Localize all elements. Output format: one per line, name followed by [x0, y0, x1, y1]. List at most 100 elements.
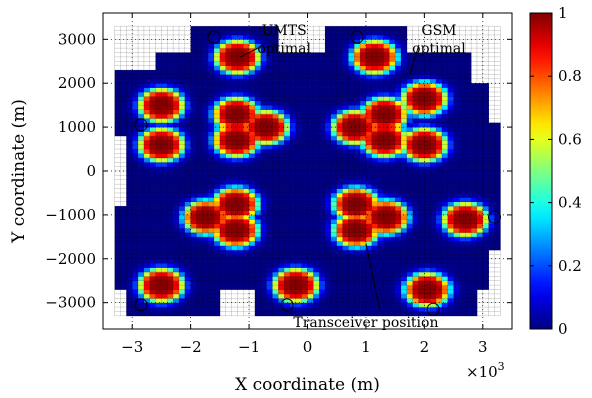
heatmap-cell — [365, 307, 373, 312]
heatmap-cell — [132, 271, 139, 277]
heatmap-cell — [132, 74, 139, 80]
heatmap-cell — [348, 311, 355, 317]
heatmap-cell — [377, 276, 384, 282]
heatmap-cell — [184, 241, 191, 246]
heatmap-cell — [307, 162, 314, 167]
heatmap-cell — [243, 254, 250, 260]
heatmap-cell — [371, 92, 378, 97]
heatmap-cell — [272, 201, 279, 207]
heatmap-cell — [360, 87, 367, 93]
heatmap-cell — [219, 48, 226, 53]
heatmap-cell — [476, 223, 484, 229]
heatmap-cell — [284, 192, 291, 198]
heatmap-cell — [138, 236, 145, 242]
heatmap-cell — [161, 153, 168, 159]
heatmap-cell — [377, 192, 384, 198]
heatmap-cell — [371, 74, 378, 80]
heatmap-cell — [436, 241, 443, 246]
heatmap-cell — [424, 228, 431, 233]
heatmap-cell — [482, 149, 489, 154]
heatmap-cell — [482, 228, 489, 233]
heatmap-cell — [178, 153, 186, 159]
heatmap-cell — [202, 188, 209, 194]
heatmap-cell — [348, 219, 355, 224]
heatmap-cell — [208, 39, 215, 45]
heatmap-cell — [336, 250, 343, 255]
heatmap-cell — [167, 78, 174, 84]
heatmap-cell — [208, 149, 215, 154]
heatmap-cell — [453, 298, 460, 303]
heatmap-cell — [243, 83, 250, 88]
heatmap-cell — [482, 109, 489, 115]
heatmap-cell — [138, 241, 145, 246]
heatmap-cell — [389, 236, 396, 242]
heatmap-cell — [132, 166, 139, 172]
heatmap-cell — [184, 311, 191, 317]
heatmap-cell — [330, 135, 338, 141]
heatmap-cell — [482, 140, 489, 145]
heatmap-cell — [436, 302, 443, 308]
heatmap-cell — [138, 214, 145, 220]
heatmap-cell — [383, 56, 390, 62]
heatmap-cell — [196, 289, 203, 295]
heatmap-cell — [482, 105, 489, 110]
heatmap-cell — [272, 153, 279, 159]
heatmap-cell — [307, 127, 314, 132]
heatmap-cell — [295, 179, 302, 185]
heatmap-cell — [383, 298, 390, 303]
heatmap-cell — [342, 223, 349, 229]
heatmap-cell — [360, 26, 367, 31]
heatmap-cell — [447, 100, 454, 106]
heatmap-cell — [126, 228, 133, 233]
heatmap-cell — [383, 175, 390, 181]
heatmap-cell — [272, 258, 279, 264]
heatmap-cell — [173, 149, 180, 154]
heatmap-cell — [284, 307, 291, 312]
heatmap-cell — [266, 245, 273, 251]
heatmap-cell — [395, 232, 402, 238]
heatmap-cell — [453, 140, 460, 145]
heatmap-cell — [330, 241, 338, 246]
heatmap-cell — [120, 254, 127, 260]
heatmap-cell — [143, 184, 151, 189]
heatmap-cell — [383, 113, 390, 119]
heatmap-cell — [149, 162, 156, 167]
heatmap-cell — [354, 100, 361, 106]
heatmap-cell — [342, 153, 349, 159]
heatmap-cell — [126, 197, 133, 203]
heatmap-cell — [336, 223, 343, 229]
heatmap-cell — [471, 140, 478, 145]
heatmap-cell — [447, 271, 454, 277]
heatmap-cell — [319, 131, 326, 137]
heatmap-cell — [190, 122, 197, 128]
heatmap-cell — [365, 131, 373, 137]
heatmap-cell — [167, 149, 174, 154]
heatmap-cell — [243, 70, 250, 75]
heatmap-cell — [243, 43, 250, 49]
heatmap-cell — [389, 280, 396, 286]
heatmap-cell — [266, 271, 273, 277]
heatmap-cell — [231, 214, 238, 220]
heatmap-cell — [406, 162, 413, 167]
heatmap-cell — [249, 30, 256, 36]
heatmap-cell — [377, 302, 384, 308]
heatmap-cell — [272, 96, 279, 102]
heatmap-cell — [307, 78, 314, 84]
heatmap-cell — [418, 293, 425, 299]
heatmap-cell — [278, 162, 285, 167]
heatmap-cell — [336, 293, 343, 299]
heatmap-cell — [284, 175, 291, 181]
heatmap-cell — [412, 214, 419, 220]
heatmap-cell — [325, 201, 332, 207]
heatmap-cell — [441, 188, 449, 194]
heatmap-cell — [114, 214, 121, 220]
heatmap-cell — [231, 153, 238, 159]
heatmap-cell — [389, 184, 396, 189]
heatmap-cell — [272, 245, 279, 251]
heatmap-cell — [377, 48, 384, 53]
heatmap-cell — [360, 254, 367, 260]
heatmap-cell — [126, 118, 133, 124]
heatmap-cell — [120, 236, 127, 242]
heatmap-cell — [138, 206, 145, 211]
heatmap-cell — [348, 78, 355, 84]
